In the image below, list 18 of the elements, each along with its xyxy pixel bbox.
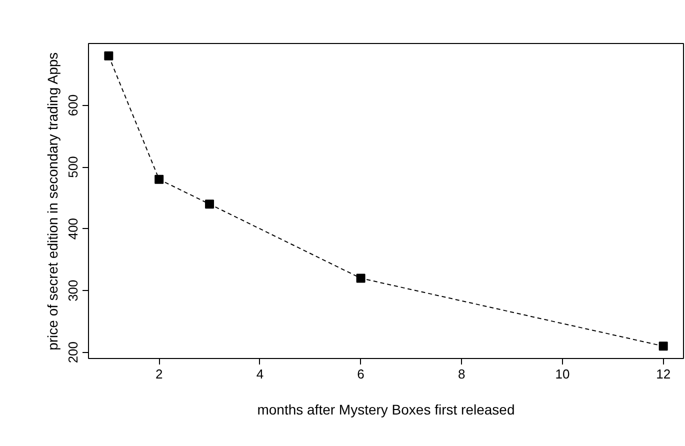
point	[104, 51, 114, 60]
x-tick-label: 6	[357, 366, 364, 382]
y-tick-label: 600	[66, 94, 80, 116]
x-tick-label: 12	[656, 366, 671, 382]
y-tick-label: 400	[66, 218, 80, 240]
x-tick-label: 10	[555, 366, 570, 382]
y-tick-label: 300	[66, 280, 80, 302]
point	[205, 200, 214, 209]
x-tick-label: 2	[155, 366, 163, 382]
x-tick-label: 4	[256, 366, 264, 382]
x-axis-title: months after Mystery Boxes first released	[257, 402, 515, 418]
point	[356, 274, 366, 283]
y-tick-label: 200	[66, 341, 80, 364]
x-tick-label: 8	[458, 366, 466, 382]
point	[154, 174, 164, 184]
point	[658, 342, 668, 351]
y-axis-title: price of secret edition in secondary trading Apps	[44, 52, 60, 350]
y-tick-label: 500	[66, 156, 80, 178]
